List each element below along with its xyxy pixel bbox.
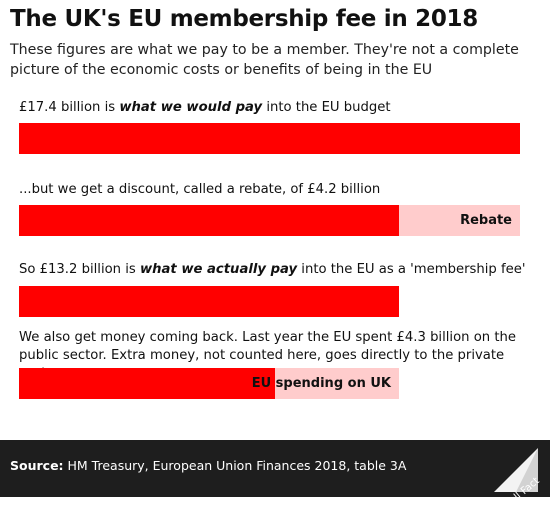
bar-1 — [19, 123, 520, 154]
bar-2 — [19, 205, 399, 236]
row-3-label: So £13.2 billion is what we actually pay… — [19, 262, 525, 277]
source-note: Source: HM Treasury, European Union Fina… — [10, 458, 406, 473]
source-text: HM Treasury, European Union Finances 201… — [63, 458, 407, 473]
chart-title: The UK's EU membership fee in 2018 — [10, 6, 478, 32]
bar-2-remainder-label: Rebate — [460, 213, 512, 228]
row-3-emphasis: what we actually pay — [139, 262, 298, 277]
bar-2-remainder — [399, 205, 520, 236]
row-3-text-after: into the EU as a 'membership fee' — [297, 262, 526, 277]
row-1-text-before: £17.4 billion is — [19, 100, 120, 115]
bar-4 — [19, 368, 275, 399]
source-key: Source: — [10, 458, 64, 473]
row-2-text: ...but we get a discount, called a rebat… — [19, 182, 381, 197]
bar-4-remainder — [275, 368, 399, 399]
footer: Source: HM Treasury, European Union Fina… — [0, 440, 550, 510]
row-1-label: £17.4 billion is what we would pay into … — [19, 100, 391, 115]
row-1-text-after: into the EU budget — [262, 100, 391, 115]
full-fact-logo — [494, 448, 538, 492]
row-3-text-before: So £13.2 billion is — [19, 262, 140, 277]
bar-3 — [19, 286, 399, 317]
row-2-label: ...but we get a discount, called a rebat… — [19, 182, 380, 197]
bar-4-remainder-label: EU spending on UK — [251, 376, 391, 391]
row-1-emphasis: what we would pay — [119, 100, 263, 115]
chart-subtitle: These figures are what we pay to be a me… — [10, 42, 519, 78]
